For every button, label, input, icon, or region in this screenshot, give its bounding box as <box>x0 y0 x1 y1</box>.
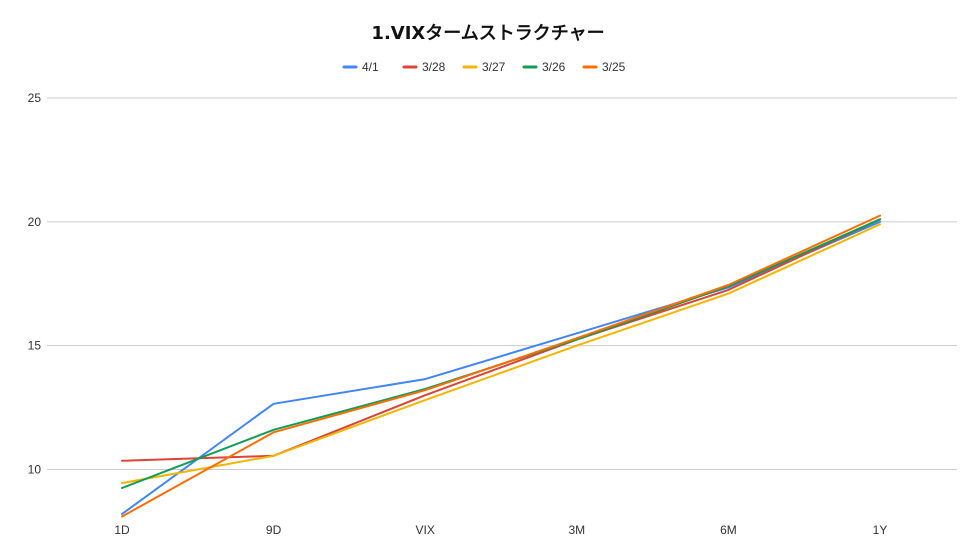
series-lines <box>121 214 881 518</box>
legend-label: 3/26 <box>542 60 566 74</box>
gridlines <box>47 97 957 470</box>
chart-title: 1.VIXタームストラクチャー <box>371 23 604 44</box>
legend-item[interactable]: 3/25 <box>582 60 626 74</box>
series-line-3-25 <box>121 214 881 518</box>
x-tick-label: VIX <box>416 523 435 537</box>
legend-item[interactable]: 3/27 <box>462 60 506 74</box>
series-line-3-27 <box>121 223 881 485</box>
legend-item[interactable]: 3/26 <box>522 60 566 74</box>
x-tick-label: 6M <box>720 523 737 537</box>
legend-label: 3/28 <box>422 60 446 74</box>
series-line-4-1 <box>121 220 881 515</box>
y-tick-label: 25 <box>28 91 42 105</box>
legend-label: 3/27 <box>482 60 506 74</box>
legend-item[interactable]: 4/1 <box>342 60 379 74</box>
series-line-3-28 <box>121 218 881 462</box>
legend: 4/1 3/28 3/27 3/26 3/25 <box>342 60 626 74</box>
x-tick-label: 1Y <box>873 523 888 537</box>
y-tick-label: 10 <box>28 462 42 476</box>
legend-item[interactable]: 3/28 <box>402 60 446 74</box>
legend-label: 4/1 <box>362 60 379 74</box>
x-tick-label: 1D <box>114 523 130 537</box>
y-tick-label: 20 <box>28 215 42 229</box>
legend-label: 3/25 <box>602 60 626 74</box>
y-axis-ticks: 10 15 20 25 <box>28 91 42 476</box>
x-axis-ticks: 1D 9D VIX 3M 6M 1Y <box>114 523 887 537</box>
x-tick-label: 9D <box>266 523 282 537</box>
series-line-3-26 <box>121 218 881 489</box>
x-tick-label: 3M <box>568 523 585 537</box>
y-tick-label: 15 <box>28 339 42 353</box>
